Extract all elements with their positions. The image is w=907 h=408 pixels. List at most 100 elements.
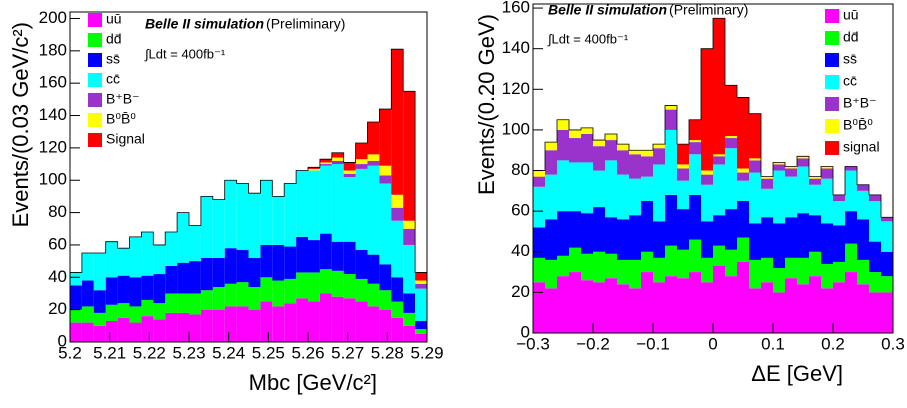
histogram-bar [379,165,392,176]
histogram-bar [379,109,392,166]
histogram-bar [189,314,201,342]
legend-label: dd̄ [843,29,859,45]
histogram-bar [415,288,427,321]
histogram-bar [403,312,416,326]
histogram-bar [677,144,689,165]
y-tick-label: 140 [39,105,67,124]
histogram-bar [689,119,701,141]
x-tick-label: 5.27 [331,343,364,362]
histogram-bar [296,170,308,237]
histogram-bar [737,200,749,238]
histogram-bar [391,207,404,221]
histogram-bar [177,262,189,294]
histogram-bar [379,264,392,291]
y-tick-label: 20 [48,299,67,318]
histogram-bar [569,129,581,139]
histogram-bar [533,176,545,187]
histogram-bar [785,166,797,169]
histogram-bar [689,239,701,273]
x-tick-label: 5.22 [133,343,166,362]
histogram-bar [629,259,641,289]
y-tick-label: 20 [511,282,530,301]
histogram-bar [689,194,701,240]
histogram-bar [248,257,261,287]
histogram-bar [869,194,881,201]
histogram-bar [641,272,653,333]
histogram-bar [593,207,605,252]
histogram-bar [200,257,213,291]
legend-label: Signal [106,131,145,147]
histogram-bar [236,306,249,342]
histogram-bar [355,143,368,160]
legend-swatch [88,73,102,87]
histogram-bar [665,129,677,195]
histogram-bar [355,159,368,165]
legend-label: B⁺B⁻ [843,95,876,111]
histogram-bar [189,261,201,294]
legend-label: ss̄ [843,51,857,67]
histogram-bar [177,293,189,313]
histogram-bar [129,277,142,307]
histogram-bar [689,154,701,195]
histogram-bar [581,253,593,281]
histogram-bar [641,176,653,201]
histogram-bar [260,301,273,342]
histogram-bar [797,166,809,214]
histogram-bar [821,263,833,289]
histogram-bar [129,306,142,323]
histogram-bar [343,170,356,174]
histogram-bar [773,292,785,333]
histogram-bar [343,162,356,171]
legend-swatch [825,97,839,111]
histogram-bar [379,309,392,342]
legend-swatch [88,133,102,147]
y-tick-label: 40 [48,267,67,286]
histogram-bar [319,293,332,342]
histogram-bar [881,292,893,333]
histogram-bar [617,174,629,220]
x-tick-label: 5.24 [212,343,245,362]
histogram-bar [403,244,416,294]
legend-label: B⁺B⁻ [106,91,139,107]
histogram-bar [845,166,857,171]
histogram-bar [367,154,380,161]
histogram-bar [881,276,893,293]
histogram-bar [343,274,356,299]
histogram-bar [737,261,749,333]
histogram-bar [319,233,332,270]
x-tick-label: 0.2 [821,334,845,353]
histogram-bar [391,220,404,278]
histogram-bar [569,272,581,333]
histogram-bar [737,172,749,181]
histogram-bar [545,142,557,151]
histogram-bar [165,293,178,313]
histogram-bar [569,247,581,273]
histogram-bar [296,236,308,273]
histogram-bar [260,244,273,278]
histogram-bar [308,167,320,169]
histogram-bar [331,164,344,242]
histogram-bar [677,209,689,250]
histogram-bar [605,160,617,218]
histogram-bar [845,243,857,273]
histogram-bar [857,219,869,260]
y-tick-label: 100 [39,170,67,189]
histogram-bar [833,225,845,262]
histogram-bar [557,211,569,256]
histogram-bar [581,280,593,333]
histogram-bar [689,142,701,155]
histogram-bar [833,194,845,201]
histogram-bar [713,245,725,266]
histogram-bar [403,293,416,313]
histogram-bar [773,223,785,269]
histogram-bar [284,246,297,279]
histogram-bar [165,265,178,294]
histogram-bar [881,217,893,222]
histogram-bar [761,178,773,189]
histogram-bar [725,136,737,139]
histogram-bar [308,272,320,302]
legend-swatch [88,13,102,27]
histogram-bar [319,269,332,294]
histogram-bar [141,275,154,300]
histogram-bar [296,272,308,299]
